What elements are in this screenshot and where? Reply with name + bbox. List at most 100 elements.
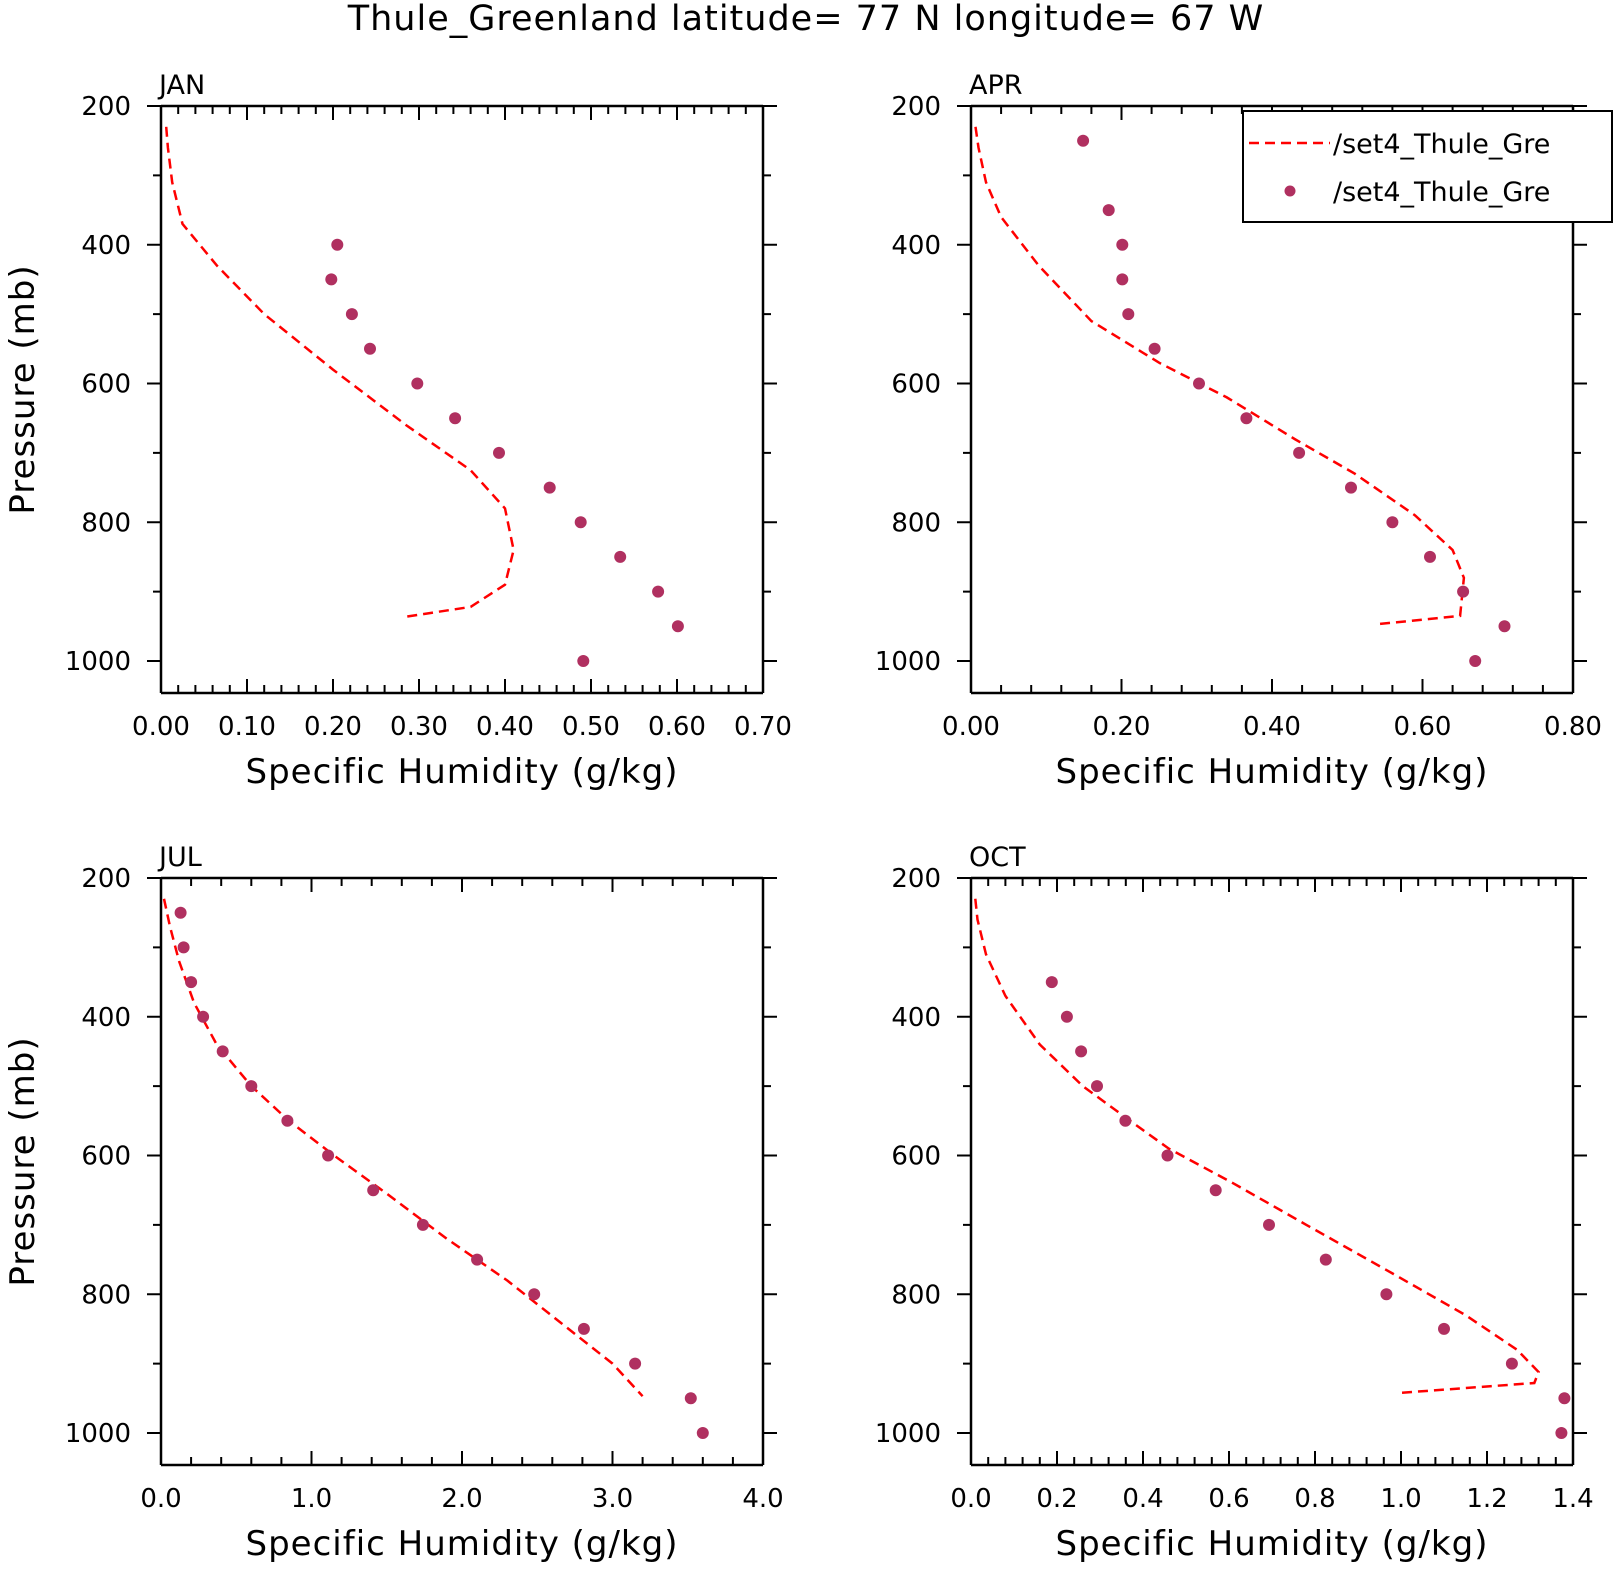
x-tick-label-apr: 0.80	[1544, 712, 1602, 742]
obs-point-jul	[245, 1080, 258, 1093]
obs-point-jul	[177, 941, 190, 954]
obs-point-jul	[528, 1288, 541, 1301]
x-tick-label-apr: 0.60	[1394, 712, 1452, 742]
obs-point-oct	[1091, 1080, 1103, 1093]
x-tick-label-jan: 0.70	[734, 712, 792, 742]
y-tick-label-jul: 800	[81, 1280, 131, 1310]
obs-point-apr	[1122, 308, 1135, 321]
legend-swatch-dot	[1284, 185, 1296, 197]
obs-point-apr	[1116, 238, 1129, 251]
x-tick-label-jul: 2.0	[441, 1484, 482, 1514]
legend-label-dots: /set4_Thule_Gre	[1333, 177, 1550, 208]
obs-point-jan	[325, 273, 338, 286]
obs-point-jan	[614, 550, 627, 563]
x-tick-label-oct: 0.4	[1122, 1484, 1163, 1514]
x-tick-label-jan: 0.10	[218, 712, 276, 742]
x-tick-label-oct: 1.0	[1380, 1484, 1421, 1514]
panel-label-oct: OCT	[969, 842, 1026, 873]
model-line-oct	[974, 898, 1541, 1395]
x-tick-label-jan: 0.20	[304, 712, 362, 742]
obs-point-jul	[185, 976, 198, 989]
y-tick-label-jul: 400	[81, 1003, 131, 1033]
x-tick-label-oct: 0.8	[1294, 1484, 1335, 1514]
obs-point-jul	[281, 1114, 294, 1127]
obs-point-jul	[216, 1045, 229, 1058]
obs-point-apr	[1498, 620, 1511, 633]
panel-jan: 0.00 0.10 0.20 0.30 0.40 0.50 0.60 0.70 200 400 60…	[3, 70, 792, 792]
y-tick-label-oct: 400	[891, 1003, 941, 1033]
y-axis-label-jan: Pressure (mb)	[3, 264, 43, 514]
x-tick-label-oct: 0.6	[1208, 1484, 1249, 1514]
x-tick-label-oct: 0.2	[1036, 1484, 1077, 1514]
obs-point-apr	[1345, 481, 1357, 494]
x-tick-label-jan: 0.50	[562, 712, 620, 742]
obs-point-jan	[411, 377, 424, 390]
panel-label-jan: JAN	[157, 70, 205, 101]
obs-point-oct	[1161, 1149, 1174, 1162]
y-tick-label-oct: 200	[891, 864, 941, 894]
model-line-jul	[162, 898, 644, 1398]
obs-point-apr	[1293, 446, 1306, 459]
y-tick-label-oct: 1000	[875, 1419, 941, 1449]
obs-point-jan	[449, 412, 462, 425]
obs-point-jan	[577, 655, 590, 667]
obs-point-oct	[1075, 1045, 1088, 1058]
obs-point-oct	[1045, 976, 1058, 989]
obs-point-apr	[1386, 516, 1399, 529]
y-tick-label-jan: 600	[81, 370, 131, 400]
model-line-apr	[974, 126, 1466, 626]
x-tick-label-oct: 1.2	[1466, 1484, 1507, 1514]
obs-point-oct	[1209, 1184, 1222, 1197]
panel-label-jul: JUL	[157, 842, 202, 873]
obs-point-oct	[1438, 1322, 1450, 1335]
obs-point-apr	[1102, 204, 1115, 217]
obs-point-oct	[1060, 1010, 1073, 1023]
obs-point-jul	[416, 1218, 429, 1231]
y-tick-label-oct: 800	[891, 1280, 941, 1310]
legend: /set4_Thule_Gre /set4_Thule_Gre	[1242, 110, 1613, 223]
x-axis-label-apr: Specific Humidity (g/kg)	[1056, 752, 1489, 792]
y-tick-label-jan: 1000	[65, 647, 131, 677]
obs-point-apr	[1457, 585, 1470, 598]
obs-point-jul	[471, 1253, 484, 1266]
obs-point-oct	[1319, 1253, 1332, 1266]
obs-point-apr	[1148, 342, 1161, 355]
obs-point-jul	[629, 1357, 642, 1370]
y-tick-label-oct: 600	[891, 1142, 941, 1172]
obs-point-oct	[1263, 1218, 1275, 1231]
obs-point-apr	[1116, 273, 1129, 286]
obs-point-jul	[696, 1427, 709, 1439]
obs-point-apr	[1193, 377, 1205, 390]
x-tick-label-jan: 0.00	[132, 712, 190, 742]
x-axis-label-jan: Specific Humidity (g/kg)	[246, 752, 679, 792]
y-tick-label-jan: 200	[81, 92, 131, 122]
figure-title: Thule_Greenland latitude= 77 N longitude…	[347, 0, 1265, 39]
y-axis-label-jul: Pressure (mb)	[3, 1036, 43, 1286]
x-tick-label-jul: 3.0	[592, 1484, 633, 1514]
legend-label-line: /set4_Thule_Gre	[1333, 129, 1550, 160]
y-tick-label-apr: 400	[891, 231, 941, 261]
panel-jul: 0.0 1.0 2.0 3.0 4.0 200 400 600 800 1000 JUL Specif…	[3, 842, 784, 1564]
obs-point-jan	[574, 516, 587, 529]
obs-point-jan	[671, 620, 684, 633]
legend-box	[1242, 110, 1613, 223]
obs-point-apr	[1469, 655, 1482, 667]
x-tick-label-jul: 1.0	[291, 1484, 332, 1514]
x-tick-label-apr: 0.40	[1243, 712, 1301, 742]
x-tick-label-jul: 4.0	[742, 1484, 783, 1514]
obs-point-apr	[1077, 134, 1090, 147]
panel-oct: 0.0 0.2 0.4 0.6 0.8 1.0 1.2 1.4 200 400 600 800 1000…	[875, 842, 1594, 1564]
obs-point-jul	[684, 1392, 697, 1405]
x-tick-label-jul: 0.0	[140, 1484, 181, 1514]
x-axis-label-oct: Specific Humidity (g/kg)	[1056, 1524, 1489, 1564]
x-tick-label-apr: 0.00	[942, 712, 1000, 742]
obs-point-jul	[367, 1184, 380, 1197]
obs-point-oct	[1119, 1114, 1132, 1127]
y-tick-label-apr: 200	[891, 92, 941, 122]
y-tick-label-apr: 1000	[875, 647, 941, 677]
x-tick-label-apr: 0.20	[1093, 712, 1151, 742]
obs-point-jan	[543, 481, 556, 494]
x-tick-label-oct: 1.4	[1552, 1484, 1593, 1514]
obs-point-oct	[1380, 1288, 1393, 1301]
y-tick-label-jan: 400	[81, 231, 131, 261]
